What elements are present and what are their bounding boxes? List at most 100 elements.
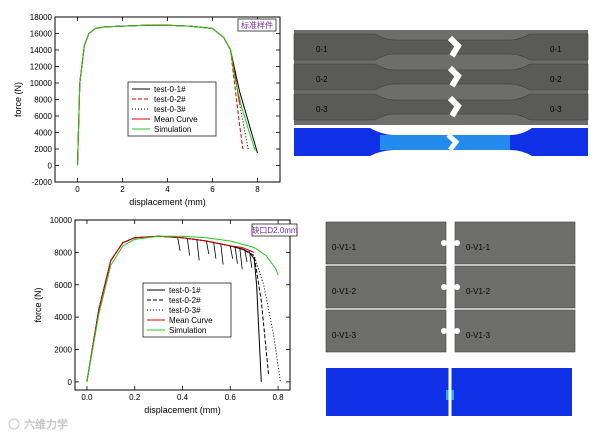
legend-label: Mean Curve — [154, 115, 198, 124]
legend-label: test-0-2# — [169, 296, 201, 305]
specimen-label-right: 0-1 — [550, 45, 562, 54]
serration-mark — [244, 249, 248, 263]
specimen-label-left: 0-2 — [316, 75, 328, 84]
photo-notched-specimens: 0-V1-1 0-V1-1 0-V1-2 0-V1-2 0-V1-3 0-V1-3 — [324, 221, 576, 354]
notch-left — [441, 240, 447, 246]
annotation-box — [237, 18, 277, 32]
annotation-tag: 标准样件 — [237, 18, 277, 32]
y-tick-label: 16000 — [30, 30, 53, 39]
legend-label: test-0-1# — [154, 85, 186, 94]
x-tick-label: 6 — [210, 185, 215, 194]
legend-label: Simulation — [154, 125, 191, 134]
legend-box — [142, 282, 232, 338]
annotation-box — [251, 223, 298, 237]
notched-plate-right — [454, 309, 576, 353]
sim-hot-zone — [380, 135, 510, 150]
fracture-gap — [447, 35, 462, 58]
sim-fracture — [446, 133, 460, 152]
series-line-test-0-3- — [86, 235, 281, 382]
y-tick-label: 4000 — [34, 129, 52, 138]
specimen-label-right: 0-2 — [550, 75, 562, 84]
legend-label: Simulation — [169, 326, 206, 335]
y-tick-label: 14000 — [30, 46, 53, 55]
specimen-label-left: 0-3 — [316, 105, 328, 114]
notch-right — [454, 328, 460, 334]
y-tick-label: -2000 — [32, 178, 53, 187]
legend-label: test-0-1# — [169, 286, 201, 295]
serration-mark — [229, 245, 234, 259]
y-tick-label: 12000 — [30, 63, 53, 72]
x-axis-label: displacement (mm) — [129, 197, 206, 207]
serration-mark — [196, 239, 200, 261]
x-tick-label: 0.6 — [225, 393, 237, 402]
notch-left — [441, 284, 447, 290]
legend: test-0-1#test-0-2#test-0-3#Mean CurveSim… — [127, 81, 217, 137]
notched-plate-right — [454, 265, 576, 309]
x-tick-label: 0.8 — [272, 393, 284, 402]
notched-plate-left — [325, 309, 447, 353]
serration-mark — [234, 246, 238, 264]
notched-plate-right — [454, 221, 576, 265]
x-tick-label: 0.2 — [129, 393, 141, 402]
simulation-notched-specimen — [326, 368, 572, 416]
legend: test-0-1#test-0-2#test-0-3#Mean CurveSim… — [142, 282, 232, 338]
y-tick-label: 8000 — [34, 96, 52, 105]
y-tick-label: 8000 — [54, 248, 72, 257]
legend-label: Mean Curve — [169, 316, 213, 325]
y-tick-label: 2000 — [34, 145, 52, 154]
plate-label-right: 0-V1-2 — [466, 287, 491, 296]
notched-plate-left — [325, 265, 447, 309]
series-line-simulation — [77, 24, 256, 166]
simulation-standard-specimen — [294, 128, 588, 156]
serration-mark — [186, 238, 191, 256]
x-tick-label: 2 — [120, 185, 125, 194]
chart-standard-specimen: 0 2 4 6 8 -2000 0 2000 4000 6000 8000 10000 12000 140… — [13, 13, 281, 207]
x-tick-label: 8 — [255, 185, 260, 194]
y-tick-label: 2000 — [54, 346, 72, 355]
fracture-gap — [447, 95, 462, 118]
y-tick-label: 18000 — [30, 13, 53, 22]
serration-mark — [205, 240, 210, 255]
plate-label-right: 0-V1-1 — [466, 243, 491, 252]
notch-left — [441, 328, 447, 334]
y-tick-label: 10000 — [30, 79, 53, 88]
annotation-tag: 缺口D2.0mm — [251, 223, 298, 237]
notch-right — [454, 284, 460, 290]
annotation-text: 缺口D2.0mm — [251, 225, 298, 235]
watermark-logo-icon — [8, 418, 20, 430]
y-tick-label: 4000 — [54, 313, 72, 322]
plate-label-left: 0-V1-1 — [332, 243, 357, 252]
legend-label: test-0-3# — [169, 306, 201, 315]
annotation-text: 标准样件 — [241, 20, 273, 30]
chart-notched-specimen: 0.0 0.2 0.4 0.6 0.8 0 2000 4000 6000 8000 10000 dis… — [33, 216, 298, 415]
y-tick-label: 0 — [48, 162, 53, 171]
notch-right — [454, 240, 460, 246]
y-tick-label: 6000 — [54, 281, 72, 290]
x-tick-label: 0.0 — [81, 393, 93, 402]
y-tick-label: 10000 — [50, 216, 73, 225]
serration-mark — [248, 250, 253, 268]
serration-mark — [177, 237, 181, 251]
watermark: 六维力学 — [8, 417, 68, 431]
dogbone-specimen — [293, 93, 589, 121]
legend-box — [127, 81, 217, 137]
serration-mark — [220, 243, 224, 265]
series-line-simulation — [86, 235, 279, 382]
y-tick-label: 0 — [68, 378, 73, 387]
legend-label: test-0-2# — [154, 95, 186, 104]
x-tick-label: 4 — [165, 185, 170, 194]
serration-mark — [213, 241, 217, 259]
legend-label: test-0-3# — [154, 105, 186, 114]
photo-standard-specimens: 0-1 0-1 0-2 0-2 0-3 0-3 — [293, 30, 589, 125]
y-tick-label: 6000 — [34, 112, 52, 121]
plate-label-left: 0-V1-2 — [332, 287, 357, 296]
serration-mark — [239, 248, 243, 270]
specimen-label-right: 0-3 — [550, 105, 562, 114]
x-axis-label: displacement (mm) — [144, 405, 221, 415]
dogbone-specimen — [293, 63, 589, 91]
fracture-gap — [447, 65, 462, 88]
dogbone-specimen — [293, 33, 589, 61]
x-tick-label: 0.4 — [177, 393, 189, 402]
